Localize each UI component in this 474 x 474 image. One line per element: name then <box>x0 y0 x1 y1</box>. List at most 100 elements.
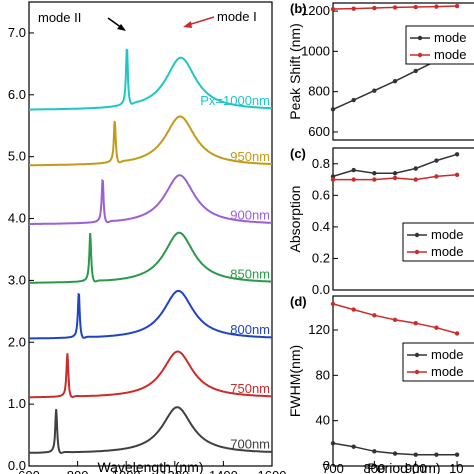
absorption-plot-frame <box>332 147 474 291</box>
y-tick-label: 0.8 <box>312 156 330 171</box>
spectrum-curve <box>29 231 272 284</box>
data-point <box>372 88 377 93</box>
y-tick-label: 0.0 <box>312 282 330 297</box>
spectra-panel: 600 800 1000 1200 1400 1600 0.0 1.0 2.0 3.0 4.0 5.… <box>8 1 286 474</box>
y-tick-label: 120 <box>308 322 330 337</box>
spectra-x-ticks: 600 800 1000 1200 1400 1600 <box>18 461 286 474</box>
y-tick-label: 3.0 <box>8 272 26 287</box>
data-point <box>392 451 398 456</box>
data-point <box>351 177 356 182</box>
data-point <box>454 331 460 336</box>
spectrum-curve <box>29 174 273 225</box>
data-point <box>372 449 377 454</box>
spectrum-curve <box>29 406 272 454</box>
y-tick-label: 0.0 <box>8 458 26 473</box>
legend-box <box>402 342 474 382</box>
data-point <box>392 171 398 176</box>
peak-shift-y-axis-title: Peak Shift (nm) <box>287 23 303 119</box>
peak-shift-legend: mode mode <box>405 25 474 65</box>
y-tick-label: 80 <box>316 367 330 382</box>
annotation-mode-ii: mode II <box>38 10 81 25</box>
y-tick-label: 600 <box>308 124 330 139</box>
y-tick-label: 7.0 <box>8 25 26 40</box>
fwhm-legend: mode mode <box>402 342 474 382</box>
legend-box <box>405 25 474 65</box>
data-point <box>351 307 356 312</box>
y-tick-label: 800 <box>308 84 330 99</box>
curve-label: 750nm <box>230 381 270 396</box>
panel-label-b: (b) <box>290 1 307 16</box>
x-tick-label: 10 <box>449 461 463 474</box>
fwhm-x-ticks: 700 800 900 10 <box>322 461 464 474</box>
legend-marker <box>414 232 420 238</box>
spectra-curves <box>29 48 273 454</box>
data-point <box>372 171 377 176</box>
data-point <box>454 3 460 9</box>
data-point <box>351 97 356 103</box>
y-tick-label: 2.0 <box>8 334 26 349</box>
data-point <box>330 174 336 179</box>
data-point <box>330 301 336 307</box>
curve-label: 950nm <box>230 149 270 164</box>
data-point <box>413 321 418 326</box>
data-point <box>330 177 336 182</box>
spectra-y-ticks: 0.0 1.0 2.0 3.0 4.0 5.0 6.0 7.0 <box>8 25 34 473</box>
curve-label: 700nm <box>230 437 270 452</box>
absorption-panel: (c) Absorption 0.0 0.2 0.4 0.6 0.8 mode mode <box>287 146 474 297</box>
x-tick-label: 700 <box>322 461 344 474</box>
curve-label: Px=1000nm <box>200 93 270 108</box>
data-point <box>454 452 460 457</box>
y-tick-label: 4.0 <box>8 211 26 226</box>
curve-label: 900nm <box>230 208 270 223</box>
spectra-plot-frame <box>28 1 273 467</box>
curve-label: 850nm <box>230 266 270 281</box>
data-point <box>413 4 418 10</box>
mode-annotations: mode II mode I <box>38 9 257 31</box>
fwhm-plot-frame <box>332 295 474 467</box>
panel-label-d: (d) <box>290 294 307 309</box>
mode-i-arrowhead <box>183 21 192 28</box>
x-tick-label: 900 <box>405 461 427 474</box>
annotation-mode-i: mode I <box>217 9 257 24</box>
y-tick-label: 0 <box>323 458 330 473</box>
y-tick-label: 1.0 <box>8 396 26 411</box>
mode-i-arrow <box>187 16 215 26</box>
data-point <box>330 6 336 12</box>
x-tick-label: 800 <box>67 468 89 474</box>
data-point <box>434 158 439 163</box>
data-point <box>413 166 418 171</box>
y-tick-label: 5.0 <box>8 149 26 164</box>
legend-marker <box>414 369 420 375</box>
absorption-legend: mode mode <box>402 222 474 262</box>
data-point <box>392 5 398 10</box>
data-point <box>392 78 398 84</box>
data-point <box>434 4 439 9</box>
legend-marker <box>414 352 420 358</box>
data-point <box>392 317 398 322</box>
legend-label: mode <box>431 347 464 362</box>
data-point <box>392 175 398 181</box>
legend-label: mode <box>431 244 464 259</box>
x-tick-label: 1200 <box>160 468 189 474</box>
absorption-y-axis-title: Absorption <box>287 186 303 253</box>
x-tick-label: 1000 <box>112 468 141 474</box>
y-tick-label: 6.0 <box>8 87 26 102</box>
fwhm-y-axis-title: FWHM(nm) <box>287 345 303 417</box>
data-point <box>372 177 377 182</box>
y-tick-label: 0.6 <box>312 187 330 202</box>
data-point <box>454 152 460 157</box>
x-tick-label: 1400 <box>209 468 238 474</box>
data-point <box>351 6 356 11</box>
y-tick-label: 40 <box>316 413 330 428</box>
x-tick-label: 1600 <box>258 468 287 474</box>
data-point <box>372 5 377 11</box>
legend-label: mode <box>434 47 467 62</box>
data-point <box>434 452 439 457</box>
fwhm-y-ticks: 0 40 80 120 <box>308 322 338 473</box>
spectrum-curve <box>29 48 272 111</box>
data-point <box>434 325 439 330</box>
fwhm-x-axis-title: Period (nm) <box>367 460 440 474</box>
